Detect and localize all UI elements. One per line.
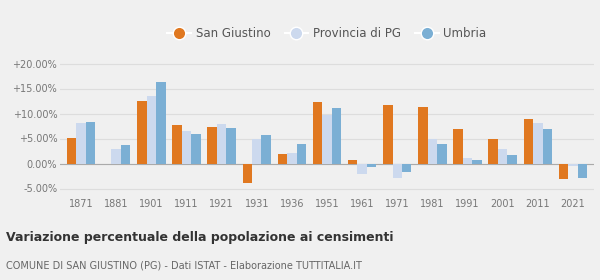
Bar <box>524 118 533 164</box>
Bar <box>146 95 156 164</box>
Text: Variazione percentuale della popolazione ai censimenti: Variazione percentuale della popolazione… <box>6 231 394 244</box>
Bar <box>76 123 86 164</box>
Bar <box>121 145 130 164</box>
Bar <box>488 139 498 164</box>
Bar <box>217 124 226 164</box>
Bar <box>568 164 578 166</box>
Legend: San Giustino, Provincia di PG, Umbria: San Giustino, Provincia di PG, Umbria <box>163 23 491 45</box>
Bar <box>278 153 287 164</box>
Bar <box>86 122 95 164</box>
Bar <box>191 134 201 164</box>
Bar <box>559 164 568 179</box>
Bar <box>533 123 542 164</box>
Bar <box>428 139 437 164</box>
Bar <box>322 115 332 164</box>
Bar <box>313 102 322 164</box>
Bar <box>472 160 482 164</box>
Bar <box>418 107 428 164</box>
Bar <box>453 129 463 164</box>
Bar <box>208 127 217 164</box>
Bar <box>67 138 76 164</box>
Bar <box>392 164 402 178</box>
Bar <box>542 129 552 164</box>
Bar <box>242 164 252 183</box>
Bar <box>332 108 341 164</box>
Bar <box>156 81 166 164</box>
Bar <box>296 144 306 164</box>
Bar <box>348 160 358 164</box>
Bar <box>463 157 472 164</box>
Bar <box>383 104 392 164</box>
Bar <box>287 153 296 164</box>
Bar <box>137 101 146 164</box>
Bar <box>262 135 271 164</box>
Bar <box>498 148 508 164</box>
Bar <box>402 164 412 171</box>
Bar <box>578 164 587 178</box>
Bar <box>508 155 517 164</box>
Bar <box>367 164 376 167</box>
Bar <box>112 148 121 164</box>
Bar <box>182 131 191 164</box>
Bar <box>252 139 262 164</box>
Bar <box>172 125 182 164</box>
Bar <box>358 164 367 174</box>
Bar <box>226 127 236 164</box>
Bar <box>437 143 446 164</box>
Text: COMUNE DI SAN GIUSTINO (PG) - Dati ISTAT - Elaborazione TUTTITALIA.IT: COMUNE DI SAN GIUSTINO (PG) - Dati ISTAT… <box>6 261 362 271</box>
